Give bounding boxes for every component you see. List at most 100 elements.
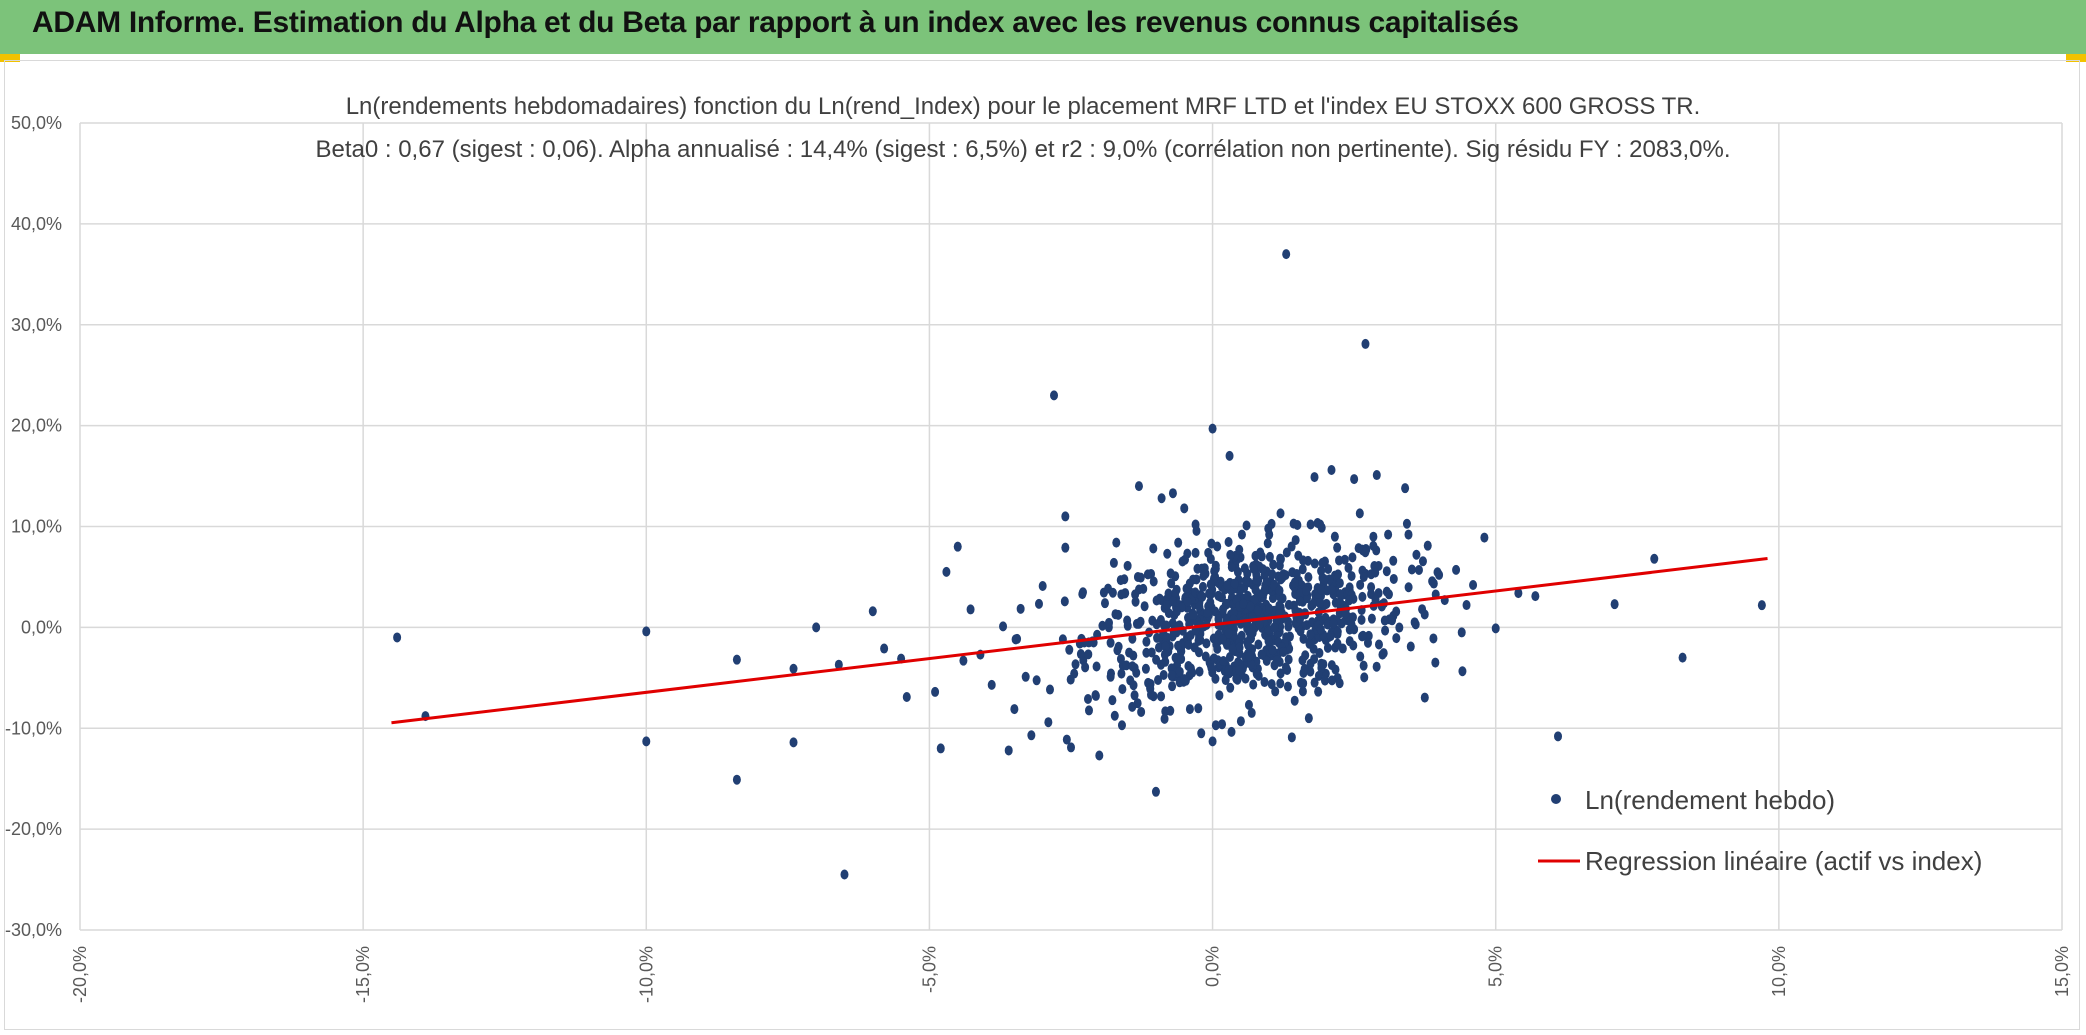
page-title: ADAM Informe. Estimation du Alpha et du … [32, 6, 1519, 39]
data-point [1078, 587, 1087, 598]
data-point [1283, 681, 1292, 692]
data-point [1168, 488, 1177, 499]
data-point [1167, 578, 1176, 589]
data-point [1268, 569, 1277, 580]
data-point [1141, 663, 1150, 674]
data-point [1248, 627, 1257, 638]
data-point [789, 737, 798, 748]
data-point [1452, 564, 1461, 575]
data-point [1050, 390, 1059, 401]
chart-title-line1: Ln(rendements hebdomadaires) fonction du… [346, 93, 1701, 120]
data-point [1122, 660, 1131, 671]
data-point [1349, 640, 1358, 651]
data-point [1104, 617, 1113, 628]
data-point [1411, 619, 1420, 630]
data-point [1356, 651, 1365, 662]
data-point [1334, 569, 1343, 580]
data-point [1401, 483, 1410, 494]
data-point [1323, 642, 1332, 653]
data-point [1164, 588, 1173, 599]
data-point [1267, 518, 1276, 529]
data-point [1213, 643, 1222, 654]
data-point [1130, 690, 1139, 701]
data-point [1224, 664, 1233, 675]
legend-label-points: Ln(rendement hebdo) [1585, 785, 1835, 815]
data-point [1265, 551, 1274, 562]
data-point [1347, 619, 1356, 630]
data-point [1336, 589, 1345, 600]
data-point [1263, 538, 1272, 549]
data-point [1308, 599, 1317, 610]
data-point [1243, 637, 1252, 648]
corner-marker [0, 54, 20, 62]
data-point [1235, 642, 1244, 653]
data-point [1388, 615, 1397, 626]
data-point [1010, 704, 1019, 715]
data-point [966, 604, 975, 615]
data-point [1314, 686, 1323, 697]
data-point [1011, 634, 1020, 645]
data-point [1369, 540, 1378, 551]
y-tick-label: -10,0% [5, 718, 62, 738]
data-point [1098, 620, 1107, 631]
data-point [1316, 624, 1325, 635]
data-point [1678, 652, 1687, 663]
data-point [1327, 660, 1336, 671]
data-point [1363, 637, 1372, 648]
data-point [1314, 670, 1323, 681]
regression-line [391, 557, 1768, 725]
data-point [1329, 618, 1338, 629]
y-axis-ticks: -30,0% -20,0% -10,0% 0,0% 10,0% 20,0% 30,0% 40,… [5, 113, 62, 940]
data-point [1197, 591, 1206, 602]
data-point [1128, 661, 1137, 672]
data-point [1292, 568, 1301, 579]
data-point [1457, 627, 1466, 638]
data-point [1153, 632, 1162, 643]
data-point [1114, 609, 1123, 620]
data-point [1084, 705, 1093, 716]
data-point [1168, 596, 1177, 607]
data-point [1333, 638, 1342, 649]
data-point [1223, 580, 1232, 591]
data-point [1234, 657, 1243, 668]
data-point [1227, 726, 1236, 737]
data-point [1123, 615, 1132, 626]
data-point [1402, 518, 1411, 529]
data-point [1290, 695, 1299, 706]
data-point [1166, 568, 1175, 579]
data-point [1299, 678, 1308, 689]
data-point [1194, 703, 1203, 714]
legend-label-regression: Regression linéaire (actif vs index) [1585, 846, 1982, 876]
data-point [1310, 472, 1319, 483]
data-point [1076, 649, 1085, 660]
data-point [1154, 675, 1163, 686]
data-point [1100, 598, 1109, 609]
data-point [1174, 537, 1183, 548]
data-point [1309, 643, 1318, 654]
data-point [1384, 589, 1393, 600]
data-point [1245, 651, 1254, 662]
data-point [1315, 648, 1324, 659]
data-point [1269, 580, 1278, 591]
data-point [1117, 668, 1126, 679]
data-point [1214, 613, 1223, 624]
data-point [1142, 636, 1151, 647]
data-point [1275, 585, 1284, 596]
data-point [1354, 543, 1363, 554]
data-point [1128, 633, 1137, 644]
data-point [1318, 557, 1327, 568]
data-point [1184, 639, 1193, 650]
data-point [880, 643, 889, 654]
data-point [1361, 547, 1370, 558]
data-point [1157, 493, 1166, 504]
data-point [1178, 556, 1187, 567]
data-point [1114, 641, 1123, 652]
header-bar: ADAM Informe. Estimation du Alpha et du … [0, 0, 2086, 54]
data-point [1389, 573, 1398, 584]
data-point [1480, 532, 1489, 543]
data-point [1134, 481, 1143, 492]
data-point [1293, 519, 1302, 530]
data-point [1034, 598, 1043, 609]
data-point [1302, 585, 1311, 596]
x-tick-label: 5,0% [1486, 946, 1506, 987]
